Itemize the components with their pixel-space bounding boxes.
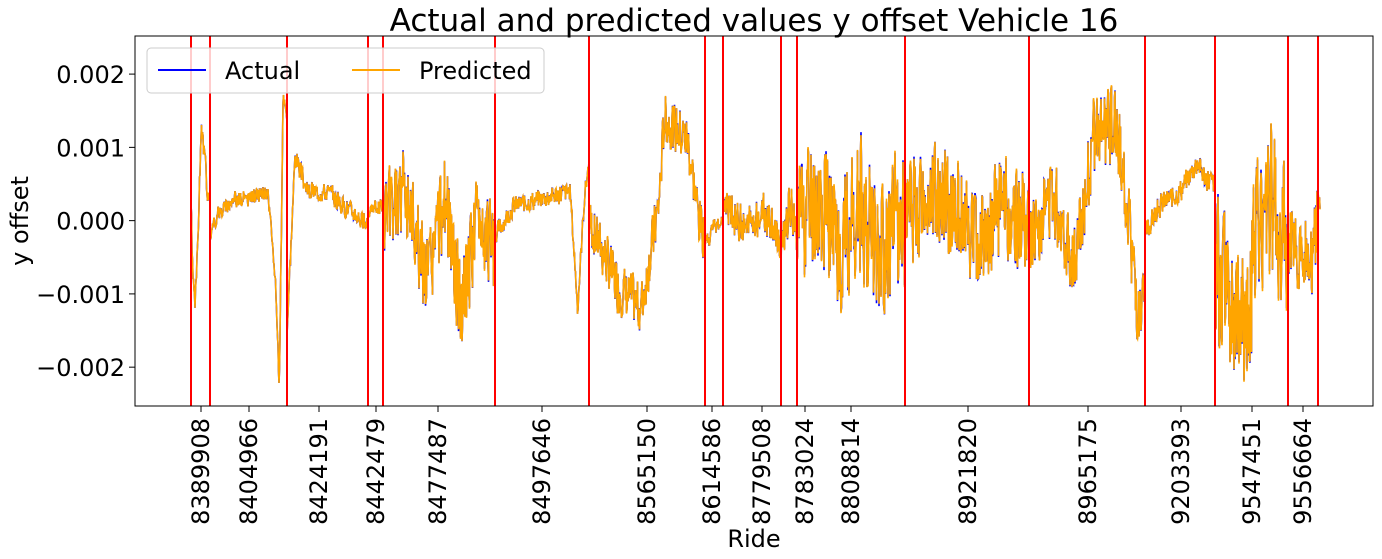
x-tick-label-11: 8921820 [954,418,982,525]
y-axis-label: y offset [6,176,34,266]
series-predicted-segment-2 [286,153,369,336]
series-predicted-segment-6 [588,95,706,330]
series-predicted-segment-0 [190,124,211,308]
x-tick-label-1: 8404966 [235,418,263,525]
x-tick-label-14: 9547451 [1238,418,1266,525]
y-tick-label-4: −0.002 [36,354,125,382]
series-actual-segment-2 [286,153,369,336]
x-tick-label-15: 9556664 [1289,418,1317,525]
y-tick-label-2: 0.000 [56,208,125,236]
chart-title: Actual and predicted values y offset Veh… [390,3,1119,39]
series-predicted-segment-8 [722,192,782,259]
y-tick-label-0: 0.002 [56,61,125,89]
x-tick-label-5: 8497646 [528,418,556,525]
series-actual-segment-5 [494,157,590,314]
series-predicted-segment-10 [796,135,906,314]
legend-box [146,47,545,94]
x-tick-label-0: 8389908 [187,418,215,525]
x-tick-label-7: 8614586 [698,418,726,525]
x-axis: 8389908 8404966 8424191 8442479 8477487 84976… [187,406,1317,525]
legend-label-actual: Actual [225,57,300,85]
y-tick-label-3: −0.001 [36,281,125,309]
series-predicted-segment-12 [1028,85,1146,343]
series-predicted-segment-13 [1144,158,1216,238]
x-axis-label: Ride [727,525,780,553]
series-predicted-segment-11 [904,141,1030,280]
series-predicted-segment-5 [494,157,590,314]
x-tick-label-10: 8808814 [837,418,865,525]
x-tick-label-2: 8424191 [305,418,333,525]
x-tick-label-13: 9203393 [1167,418,1195,525]
series-predicted-segment-3 [367,199,384,220]
x-tick-label-9: 8783024 [791,418,819,525]
series-predicted-segment-4 [382,151,496,342]
ride-boundary-lines [190,36,1319,406]
series-predicted-segment-1 [209,94,288,384]
y-axis: 0.002 0.001 0.000 −0.001 −0.002 [36,61,135,382]
x-tick-label-12: 8965175 [1074,418,1102,525]
data-layer [190,85,1321,384]
legend: Actual Predicted [146,47,545,94]
series-predicted-segment-9 [780,187,798,272]
legend-label-predicted: Predicted [419,57,532,85]
series-predicted-segment-14 [1214,123,1289,382]
y-tick-label-1: 0.001 [56,134,125,162]
x-tick-label-4: 8477487 [424,418,452,525]
series-predicted-segment-7 [704,217,724,246]
series-actual-segment-1 [209,95,288,384]
series-predicted-segment-15 [1287,191,1319,294]
x-tick-label-8: 8779508 [748,418,776,525]
x-tick-label-3: 8442479 [362,418,390,525]
x-tick-label-6: 8565150 [633,418,661,525]
